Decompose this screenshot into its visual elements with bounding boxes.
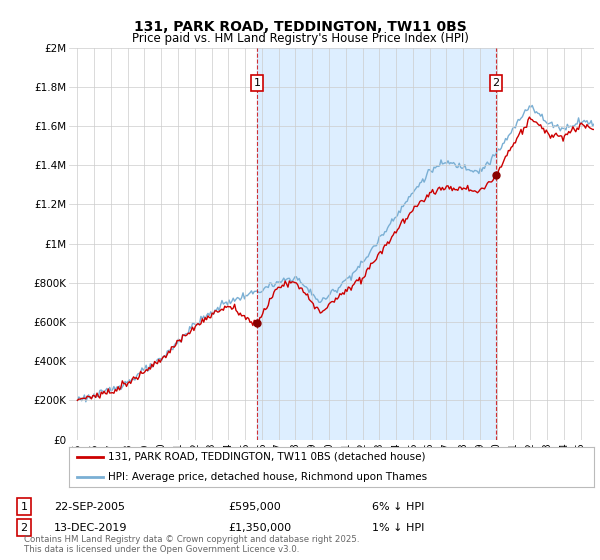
Text: 1% ↓ HPI: 1% ↓ HPI — [372, 522, 424, 533]
Text: 131, PARK ROAD, TEDDINGTON, TW11 0BS: 131, PARK ROAD, TEDDINGTON, TW11 0BS — [134, 20, 466, 34]
Text: 6% ↓ HPI: 6% ↓ HPI — [372, 502, 424, 512]
Text: 22-SEP-2005: 22-SEP-2005 — [54, 502, 125, 512]
Text: HPI: Average price, detached house, Richmond upon Thames: HPI: Average price, detached house, Rich… — [109, 472, 427, 482]
Text: 13-DEC-2019: 13-DEC-2019 — [54, 522, 128, 533]
Text: 1: 1 — [254, 78, 260, 88]
Text: 2: 2 — [493, 78, 500, 88]
Text: £595,000: £595,000 — [228, 502, 281, 512]
Text: Price paid vs. HM Land Registry's House Price Index (HPI): Price paid vs. HM Land Registry's House … — [131, 32, 469, 45]
Text: 131, PARK ROAD, TEDDINGTON, TW11 0BS (detached house): 131, PARK ROAD, TEDDINGTON, TW11 0BS (de… — [109, 452, 426, 462]
Text: Contains HM Land Registry data © Crown copyright and database right 2025.
This d: Contains HM Land Registry data © Crown c… — [24, 535, 359, 554]
Text: 2: 2 — [20, 522, 28, 533]
Text: 1: 1 — [20, 502, 28, 512]
Bar — [257, 48, 496, 440]
Text: £1,350,000: £1,350,000 — [228, 522, 291, 533]
